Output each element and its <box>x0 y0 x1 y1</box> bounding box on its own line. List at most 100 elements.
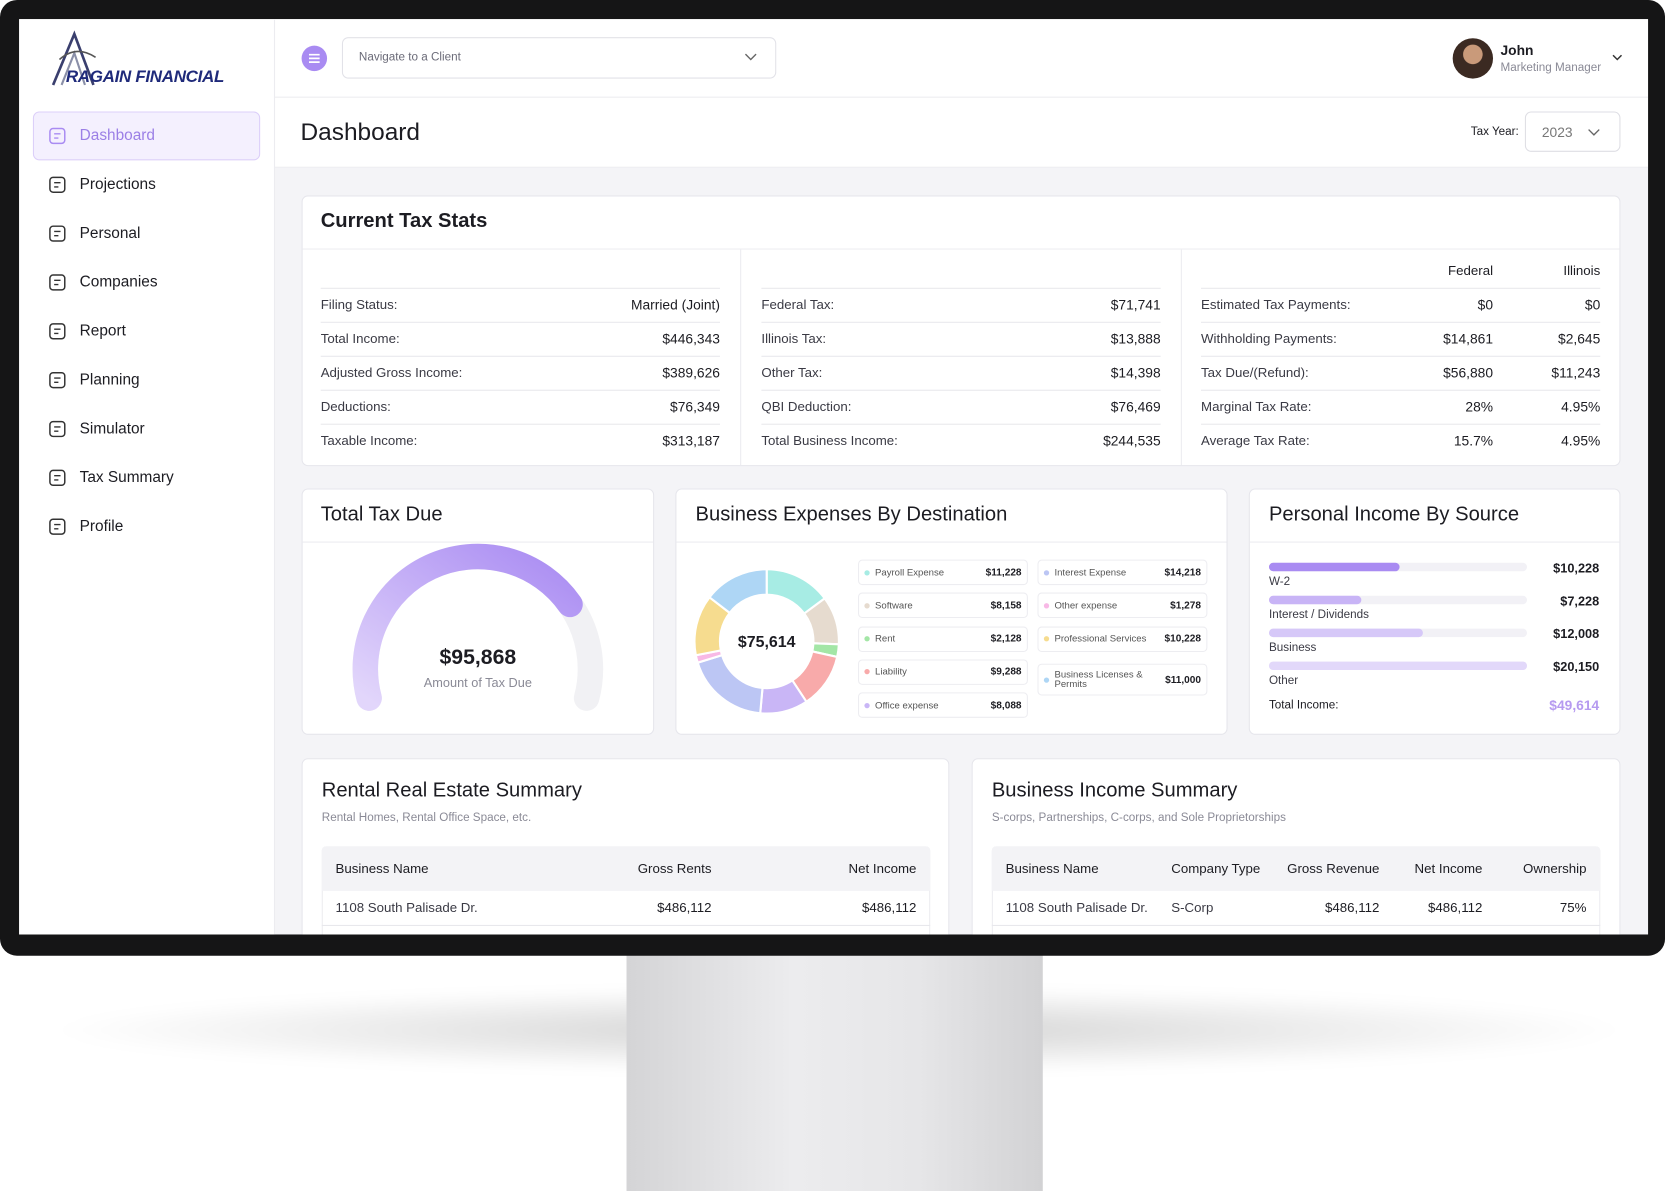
card-title: Business Expenses By Destination <box>695 503 1008 526</box>
bar-track <box>1268 595 1528 605</box>
nav-item[interactable]: Report <box>79 322 126 340</box>
nav-item[interactable]: Personal <box>79 225 141 243</box>
tax-year: 2023 <box>1541 124 1573 141</box>
legend-label: Professional Services <box>1054 632 1147 644</box>
legend-item: Payroll Expense $11,228 <box>858 559 1028 586</box>
gauge <box>352 543 604 711</box>
legend-value: $11,228 <box>985 566 1022 579</box>
stat-value: $446,343 <box>662 330 720 347</box>
legend-item: Software $8,158 <box>858 592 1028 619</box>
legend-value: $8,088 <box>990 699 1022 712</box>
column-divider <box>740 249 742 466</box>
user-menu-chevron[interactable] <box>1612 54 1623 61</box>
nav-item[interactable]: Projections <box>79 176 156 194</box>
row-divider <box>321 924 931 926</box>
nav-icon <box>49 518 66 535</box>
legend-label: Rent <box>875 632 896 644</box>
menu-button[interactable] <box>301 45 328 72</box>
table-cell: $486,112 <box>1428 900 1483 916</box>
stand <box>626 951 1043 1191</box>
row-divider <box>1201 423 1601 425</box>
stat-value: 15.7% <box>1453 432 1494 449</box>
stat-value: Married (Joint) <box>630 296 720 313</box>
nav-icon <box>49 176 66 193</box>
tax-year-select[interactable]: 2023 <box>1524 111 1621 152</box>
legend-value: $8,158 <box>990 599 1022 612</box>
stat-label: Average Tax Rate: <box>1201 433 1310 449</box>
stat-value: $0 <box>1584 296 1601 313</box>
stat-label: Tax Due/(Refund): <box>1201 365 1309 381</box>
table-header-cell: Gross Revenue <box>1287 861 1380 877</box>
legend-label: Liability <box>875 666 907 677</box>
legend-label: Other expense <box>1054 599 1118 611</box>
bar-value: $7,228 <box>1560 593 1600 609</box>
screen: RAGAIN FINANCIAL Navigate to a Client Jo… <box>19 19 1649 935</box>
legend-dot <box>864 569 870 576</box>
nav-item[interactable]: Companies <box>79 273 158 291</box>
nav-item[interactable]: Profile <box>79 518 124 536</box>
nav-icon <box>49 323 66 340</box>
nav-item[interactable]: Simulator <box>79 420 145 438</box>
nav-icon <box>49 469 66 487</box>
legend-dot <box>1043 602 1050 609</box>
legend-item: Rent $2,128 <box>858 626 1028 652</box>
table-header-cell: Net Income <box>848 861 917 877</box>
donut-center-label: $75,614 <box>737 633 796 652</box>
row-divider <box>320 355 720 357</box>
total-label: Total Income: <box>1268 698 1339 712</box>
table-header <box>321 846 931 891</box>
column-header: Illinois <box>1563 263 1601 279</box>
bar-value: $20,150 <box>1553 659 1600 675</box>
topbar-divider <box>273 96 1649 98</box>
avatar[interactable] <box>1452 38 1494 79</box>
table-cell: 1108 South Palisade Dr. <box>335 900 478 916</box>
legend-item: Other expense $1,278 <box>1037 592 1208 619</box>
nav-icon <box>49 274 66 291</box>
nav-item[interactable]: Planning <box>79 371 140 389</box>
stat-value: $389,626 <box>662 364 720 381</box>
card-title: Total Tax Due <box>320 503 443 526</box>
legend-item: Office expense $8,088 <box>858 692 1028 719</box>
donut-chart <box>693 568 840 715</box>
table-header-cell: Net Income <box>1414 861 1483 877</box>
row-divider <box>1201 389 1601 391</box>
stat-value: $11,243 <box>1551 364 1601 381</box>
bar-label: Interest / Dividends <box>1268 608 1369 622</box>
column-divider <box>1180 249 1182 466</box>
stat-value: $71,741 <box>1110 296 1161 313</box>
table-cell: 75% <box>1559 900 1587 916</box>
bar <box>1268 628 1423 638</box>
nav-item[interactable]: Dashboard <box>79 127 155 145</box>
table-cell: 1108 South Palisade Dr. <box>1005 900 1148 916</box>
table-header-cell: Company Type <box>1171 861 1261 877</box>
stat-label: Federal Tax: <box>761 297 835 313</box>
legend-dot <box>864 636 870 642</box>
stat-label: Marginal Tax Rate: <box>1201 399 1312 415</box>
tax-due-caption: Amount of Tax Due <box>423 675 532 691</box>
stat-value: $2,645 <box>1558 330 1601 347</box>
legend-item: Liability $9,288 <box>858 659 1028 685</box>
row-divider <box>320 423 720 425</box>
page-title: Dashboard <box>300 117 421 146</box>
stat-value: $13,888 <box>1110 330 1161 347</box>
legend-dot <box>864 602 870 609</box>
client-select[interactable]: Navigate to a Client <box>341 37 777 79</box>
donut-segment <box>696 653 764 715</box>
bar-label: Business <box>1268 641 1317 655</box>
stat-value: $56,880 <box>1443 364 1494 381</box>
card-header-divider <box>302 248 1620 250</box>
stat-label: Total Income: <box>320 331 400 347</box>
nav-icon <box>49 225 66 242</box>
stat-value: $244,535 <box>1103 432 1161 449</box>
legend-dot <box>1043 636 1050 642</box>
stat-label: Deductions: <box>320 399 391 415</box>
nav-item[interactable]: Tax Summary <box>79 469 174 487</box>
client-select-placeholder: Navigate to a Client <box>358 50 461 64</box>
card-title: Business Income Summary <box>991 779 1238 802</box>
card-header-divider <box>676 541 1227 543</box>
stat-value: 4.95% <box>1561 432 1601 449</box>
screen-content: RAGAIN FINANCIAL Navigate to a Client Jo… <box>19 19 1649 935</box>
legend-value: $10,228 <box>1164 632 1202 645</box>
income-card <box>1248 488 1621 735</box>
